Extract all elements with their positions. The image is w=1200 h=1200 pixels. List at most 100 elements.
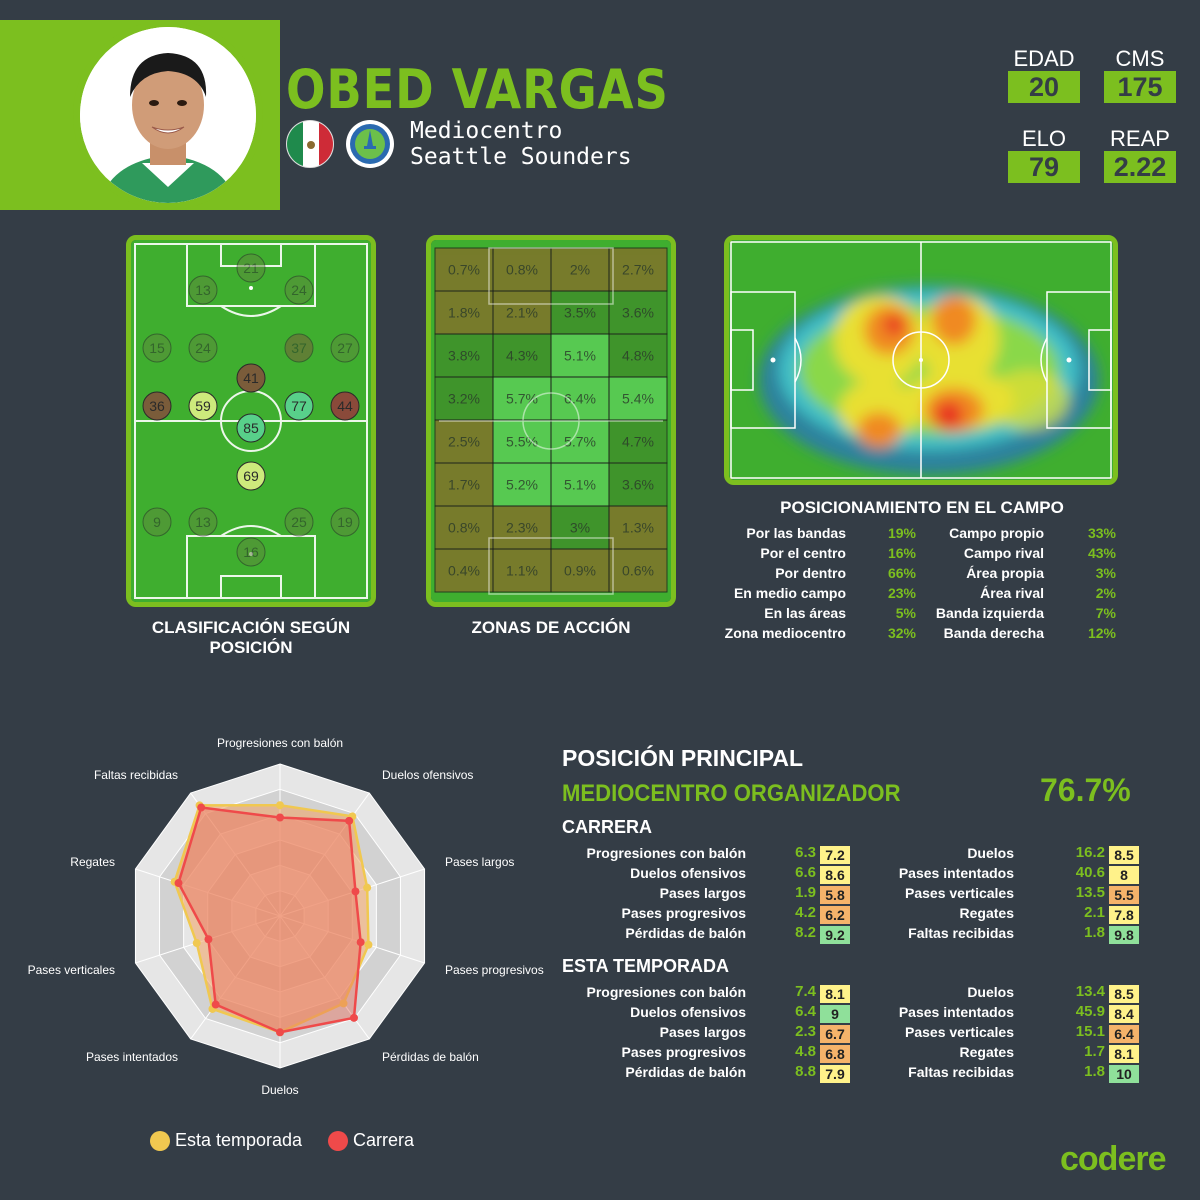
zone-cell-value: 5.1% xyxy=(564,477,596,493)
radar-axis-label: Faltas recibidas xyxy=(94,768,178,782)
positioning-left-value: 23% xyxy=(887,585,916,601)
career-left-value: 6.3 xyxy=(795,844,816,861)
career-point xyxy=(276,813,284,822)
heatmap-svg xyxy=(729,240,1113,480)
position-rating-value: 27 xyxy=(337,340,353,356)
zone-cell-value: 3.8% xyxy=(448,348,480,364)
main-position-title: POSICIÓN PRINCIPAL xyxy=(562,745,804,771)
codere-logo: codere xyxy=(1060,1140,1166,1178)
zone-cell-value: 4.8% xyxy=(622,348,654,364)
season-right-value: 45.9 xyxy=(1075,1003,1105,1020)
season-right-score-badge: 6.4 xyxy=(1109,1025,1139,1043)
legend-career-dot xyxy=(328,1131,348,1151)
position-rating-value: 36 xyxy=(149,398,165,414)
positioning-right-value: 33% xyxy=(1087,525,1116,541)
action-zones-pitch: 0.7% 0.8% 2% 2.7% 1.8% 2.1% 3.5% 3.6% 3.8% 4.3% 5.… xyxy=(426,235,676,607)
season-left-label: Duelos ofensivos xyxy=(630,1004,746,1020)
height-value: 175 xyxy=(1104,71,1176,103)
positioning-left-label: Por el centro xyxy=(760,545,846,561)
career-left-score-badge: 8.6 xyxy=(820,866,850,884)
zone-cell-value: 2.5% xyxy=(448,434,480,450)
season-right-label: Pases intentados xyxy=(898,1004,1014,1020)
position-rating-value: 59 xyxy=(195,398,211,414)
position-rating: 24 xyxy=(284,275,314,305)
season-left-score-badge: 8.1 xyxy=(820,985,850,1003)
season-right-value: 1.7 xyxy=(1084,1043,1105,1060)
player-photo xyxy=(80,27,256,203)
zone-cell xyxy=(608,333,668,378)
position-rating-value: 19 xyxy=(337,514,353,530)
season-left-value: 4.8 xyxy=(795,1043,816,1060)
career-right-value: 16.2 xyxy=(1075,844,1105,861)
positioning-title: POSICIONAMIENTO EN EL CAMPO xyxy=(780,498,1064,517)
positioning-left-label: Zona mediocentro xyxy=(724,625,846,641)
zone-cell-value: 3.6% xyxy=(622,477,654,493)
career-point xyxy=(349,1013,358,1022)
positioning-right-value: 7% xyxy=(1095,605,1116,621)
season-left-score-badge: 6.7 xyxy=(820,1025,850,1043)
position-rating-value: 24 xyxy=(195,340,211,356)
radar-axis-label: Pases largos xyxy=(445,855,514,869)
zone-cell-value: 0.9% xyxy=(564,563,596,579)
career-left-label: Duelos ofensivos xyxy=(630,865,746,881)
career-point xyxy=(276,1028,284,1037)
zone-cell xyxy=(492,290,552,335)
position-rating: 16 xyxy=(236,537,266,567)
position-rating: 15 xyxy=(142,333,172,363)
player-name: OBED VARGAS xyxy=(286,58,669,121)
zone-cell xyxy=(550,333,610,378)
career-point xyxy=(204,935,213,944)
reap-value: 2.22 xyxy=(1104,151,1176,183)
position-rating: 77 xyxy=(284,391,314,421)
zone-cell-value: 2.1% xyxy=(506,305,538,321)
zone-cell-value: 3.2% xyxy=(448,391,480,407)
career-right-value: 2.1 xyxy=(1084,904,1105,921)
main-position-pct: 76.7% xyxy=(1040,772,1131,808)
zone-cell-value: 0.6% xyxy=(622,563,654,579)
position-rating: 24 xyxy=(188,333,218,363)
position-rating: 44 xyxy=(330,391,360,421)
zone-cell xyxy=(550,548,610,593)
classification-caption-line2: POSICIÓN xyxy=(209,638,293,657)
career-right-label: Pases intentados xyxy=(898,865,1014,881)
zone-cell xyxy=(608,376,668,421)
zone-cell-value: 2% xyxy=(570,262,590,278)
zone-cell xyxy=(608,290,668,335)
zone-cell-value: 0.8% xyxy=(506,262,538,278)
career-right-score-badge: 5.5 xyxy=(1109,886,1139,904)
position-rating-value: 21 xyxy=(243,260,259,276)
zone-cell xyxy=(492,505,552,550)
career-left-label: Pérdidas de balón xyxy=(625,925,746,941)
career-left-score-badge: 7.2 xyxy=(820,846,850,864)
positioning-left-label: En medio campo xyxy=(733,585,846,601)
career-left-label: Pases largos xyxy=(659,885,746,901)
season-point xyxy=(363,883,372,892)
positioning-right-value: 2% xyxy=(1095,585,1116,601)
position-rating: 37 xyxy=(284,333,314,363)
position-rating-value: 16 xyxy=(243,544,259,560)
season-right-label: Pases verticales xyxy=(905,1024,1014,1040)
zone-cell-value: 2.7% xyxy=(622,262,654,278)
zone-cell-value: 5.1% xyxy=(564,348,596,364)
positioning-right-label: Banda izquierda xyxy=(935,605,1044,621)
season-point xyxy=(364,940,373,949)
positioning-left-value: 19% xyxy=(887,525,916,541)
player-club: Seattle Sounders xyxy=(410,144,632,170)
position-rating: 19 xyxy=(330,507,360,537)
positioning-left-value: 32% xyxy=(887,625,916,641)
career-point xyxy=(174,879,183,888)
zone-cell-value: 1.7% xyxy=(448,477,480,493)
season-right-score-badge: 8.1 xyxy=(1109,1045,1139,1063)
position-rating-value: 37 xyxy=(291,340,307,356)
radar-axis-label: Pases verticales xyxy=(28,963,115,977)
season-left-label: Pases progresivos xyxy=(621,1044,746,1060)
positioning-right-label: Área propia xyxy=(966,565,1044,581)
positioning-right-value: 43% xyxy=(1087,545,1116,561)
action-zones-svg: 0.7% 0.8% 2% 2.7% 1.8% 2.1% 3.5% 3.6% 3.8% 4.3% 5.… xyxy=(431,240,671,602)
position-rating: 36 xyxy=(142,391,172,421)
career-right-score-badge: 7.8 xyxy=(1109,906,1139,924)
zone-cell-value: 1.1% xyxy=(506,563,538,579)
zone-cell xyxy=(550,505,610,550)
classification-caption: CLASIFICACIÓN SEGÚN POSICIÓN xyxy=(126,618,376,658)
action-zones-caption: ZONAS DE ACCIÓN xyxy=(471,618,631,637)
